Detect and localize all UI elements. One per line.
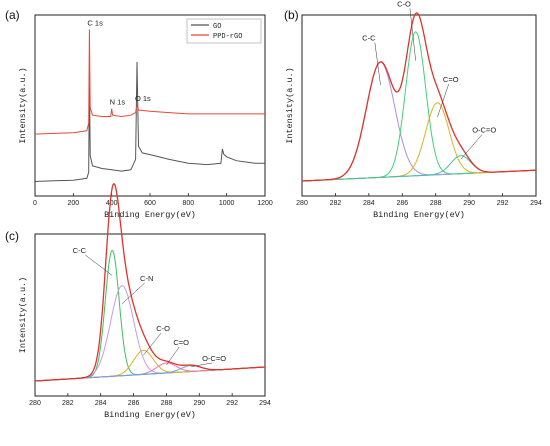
x-tick-label: 200 <box>67 200 79 207</box>
label-leader <box>409 8 416 61</box>
peak-label: C-N <box>140 274 153 283</box>
legend-box <box>186 18 262 44</box>
peak-label: C-O <box>156 324 170 333</box>
x-tick-label: 294 <box>530 200 542 207</box>
envelope-line <box>302 12 536 182</box>
x-tick-label: 286 <box>396 200 408 207</box>
envelope-line <box>34 182 265 382</box>
chart-c: 280 282 284 286 288 290 292 294 Binding Energy(e… <box>5 182 271 420</box>
peak-label: O-C=O <box>202 354 226 363</box>
panel-label: (a) <box>5 8 20 22</box>
x-axis-label: Binding Energy(eV) <box>104 210 196 220</box>
plot-frame <box>301 14 537 197</box>
x-tick-label: 1000 <box>219 200 235 207</box>
x-tick-label: 1200 <box>257 200 273 207</box>
peak-label: C 1s <box>87 18 103 27</box>
component-peak-o-c-o <box>302 155 536 182</box>
x-tick-label: 288 <box>161 400 173 407</box>
x-tick-label: 800 <box>182 200 194 207</box>
peak-label: C-C <box>362 34 376 43</box>
legend-entry: GO <box>213 23 221 31</box>
legend-entry: PPD-rGO <box>213 33 242 41</box>
x-axis-label: Binding Energy(eV) <box>104 410 196 420</box>
x-tick-label: 284 <box>95 400 107 407</box>
x-tick-label: 294 <box>259 400 271 407</box>
x-tick-label: 282 <box>330 200 342 207</box>
label-leader <box>121 282 145 304</box>
component-peak-c-o <box>302 102 536 182</box>
x-tick-label: 292 <box>497 200 509 207</box>
peak-label: C=O <box>443 75 459 84</box>
chart-a: 0 200 400 600 800 1000 1200 Binding Energy(eV) I… <box>5 8 273 220</box>
x-tick-label: 290 <box>463 200 475 207</box>
label-leader <box>374 42 381 86</box>
y-axis-label: Intensity(a.u.) <box>285 67 295 144</box>
x-tick-label: 286 <box>128 400 140 407</box>
x-tick-label: 0 <box>33 200 37 207</box>
component-peak-c-o <box>34 349 266 382</box>
x-tick-label: 284 <box>363 200 375 207</box>
component-peak-c-c <box>34 249 266 382</box>
peak-label: O 1s <box>135 94 151 103</box>
x-tick-label: 280 <box>29 400 41 407</box>
peak-label: N 1s <box>110 98 126 107</box>
peak-label: O-C=O <box>472 125 496 134</box>
label-leader <box>437 83 449 118</box>
plot-frame <box>34 233 266 397</box>
peak-label: C=O <box>173 338 189 347</box>
legend: GO PPD-rGO <box>186 18 262 44</box>
x-tick-label: 292 <box>226 400 238 407</box>
series-line-ppd-rgo <box>34 29 265 135</box>
y-axis-label: Intensity(a.u.) <box>18 277 28 354</box>
component-peak-c-o <box>302 31 536 182</box>
x-tick-label: 280 <box>296 200 308 207</box>
label-leader <box>460 134 483 160</box>
panel-label: (b) <box>284 8 299 22</box>
series-line-go <box>34 61 265 182</box>
label-leader <box>85 254 113 276</box>
component-peak-c-n <box>34 285 266 382</box>
y-axis-label: Intensity(a.u.) <box>18 67 28 144</box>
peak-label: C-C <box>73 246 87 255</box>
peak-label: C-O <box>397 0 411 8</box>
label-leader <box>166 346 180 366</box>
label-leader <box>191 362 213 367</box>
label-leader <box>143 332 162 356</box>
x-tick-label: 288 <box>430 200 442 207</box>
component-peak-c-c <box>302 61 536 182</box>
x-axis-label: Binding Energy(eV) <box>373 210 465 220</box>
x-tick-label: 600 <box>144 200 156 207</box>
chart-b: 280 282 284 286 288 290 292 294 Binding Energy(e… <box>284 0 542 220</box>
x-tick-label: 290 <box>193 400 205 407</box>
panel-label: (c) <box>5 229 19 243</box>
x-tick-label: 282 <box>62 400 74 407</box>
x-tick-label: 400 <box>106 200 118 207</box>
